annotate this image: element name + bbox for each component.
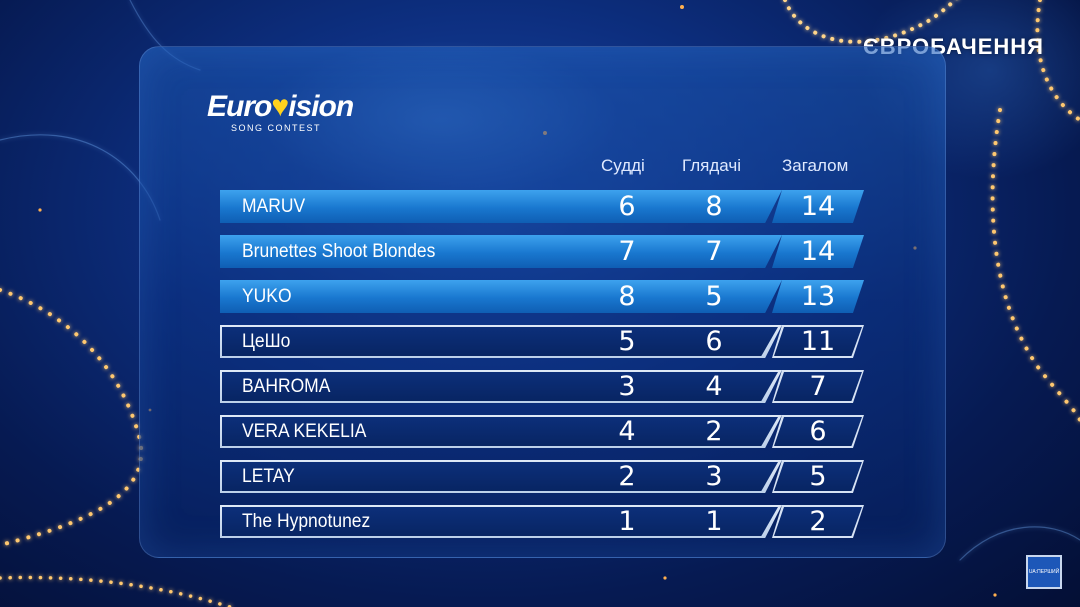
table-row: YUKO 8 5 13 (220, 280, 864, 313)
table-row: MARUV 6 8 14 (220, 190, 864, 223)
participant-name: BAHROMA (242, 376, 331, 397)
table-row: BAHROMA 3 4 7 (220, 370, 864, 403)
total-score: 13 (800, 281, 836, 312)
viewers-score: 2 (705, 416, 723, 447)
row-bar (220, 370, 782, 403)
eurovision-logo: Euro♥ision SONG CONTEST (207, 90, 354, 134)
row-bar (220, 460, 782, 493)
total-cell (772, 235, 864, 268)
jury-score: 4 (618, 416, 636, 447)
total-score: 14 (800, 191, 836, 222)
jury-score: 7 (618, 236, 636, 267)
table-row: VERA KEKELIA 4 2 6 (220, 415, 864, 448)
participant-name: Brunettes Shoot Blondes (242, 241, 436, 262)
participant-name: LETAY (242, 466, 295, 487)
table-row: LETAY 2 3 5 (220, 460, 864, 493)
total-cell (772, 280, 864, 313)
total-score: 11 (800, 326, 836, 357)
table-row: The Hypnotunez 1 1 2 (220, 505, 864, 538)
participant-name: The Hypnotunez (242, 511, 371, 532)
viewers-score: 7 (705, 236, 723, 267)
jury-score: 5 (618, 326, 636, 357)
total-score: 5 (809, 461, 827, 492)
table-row: ЦеШо 5 6 11 (220, 325, 864, 358)
participant-name: VERA KEKELIA (242, 421, 367, 442)
viewers-score: 6 (705, 326, 723, 357)
total-cell (772, 460, 864, 493)
participant-name: MARUV (242, 196, 306, 217)
participant-name: ЦеШо (242, 331, 291, 352)
logo-subtitle: SONG CONTEST (231, 123, 322, 133)
viewers-score: 4 (705, 371, 723, 402)
total-cell (772, 505, 864, 538)
column-header-jury: Судді (601, 156, 645, 175)
jury-score: 3 (618, 371, 636, 402)
row-bar (220, 505, 782, 538)
corner-badge-text: UA:ПЕРШИЙ (1028, 569, 1060, 575)
row-bar (220, 280, 782, 313)
total-score: 14 (800, 236, 836, 267)
logo-word-end: ision (288, 90, 354, 123)
row-bar (220, 190, 782, 223)
table-row: Brunettes Shoot Blondes 7 7 14 (220, 235, 864, 268)
jury-score: 1 (618, 506, 636, 537)
row-bar (220, 235, 782, 268)
column-header-total: Загалом (782, 156, 849, 175)
participant-name: YUKO (242, 286, 292, 307)
total-cell (772, 415, 864, 448)
row-bar (220, 415, 782, 448)
total-score: 7 (809, 371, 827, 402)
viewers-score: 5 (705, 281, 723, 312)
total-score: 6 (809, 416, 827, 447)
viewers-score: 3 (705, 461, 723, 492)
column-header-viewers: Глядачі (682, 156, 742, 175)
channel-corner-badge: UA:ПЕРШИЙ (1026, 555, 1062, 589)
jury-score: 8 (618, 281, 636, 312)
logo-word-start: Euro (207, 90, 272, 123)
jury-score: 6 (618, 191, 636, 222)
row-bar (220, 325, 782, 358)
heart-icon: ♥ (271, 90, 289, 123)
jury-score: 2 (618, 461, 636, 492)
viewers-score: 8 (705, 191, 723, 222)
total-cell (772, 325, 864, 358)
total-score: 2 (809, 506, 827, 537)
total-cell (772, 190, 864, 223)
total-cell (772, 370, 864, 403)
viewers-score: 1 (705, 506, 723, 537)
